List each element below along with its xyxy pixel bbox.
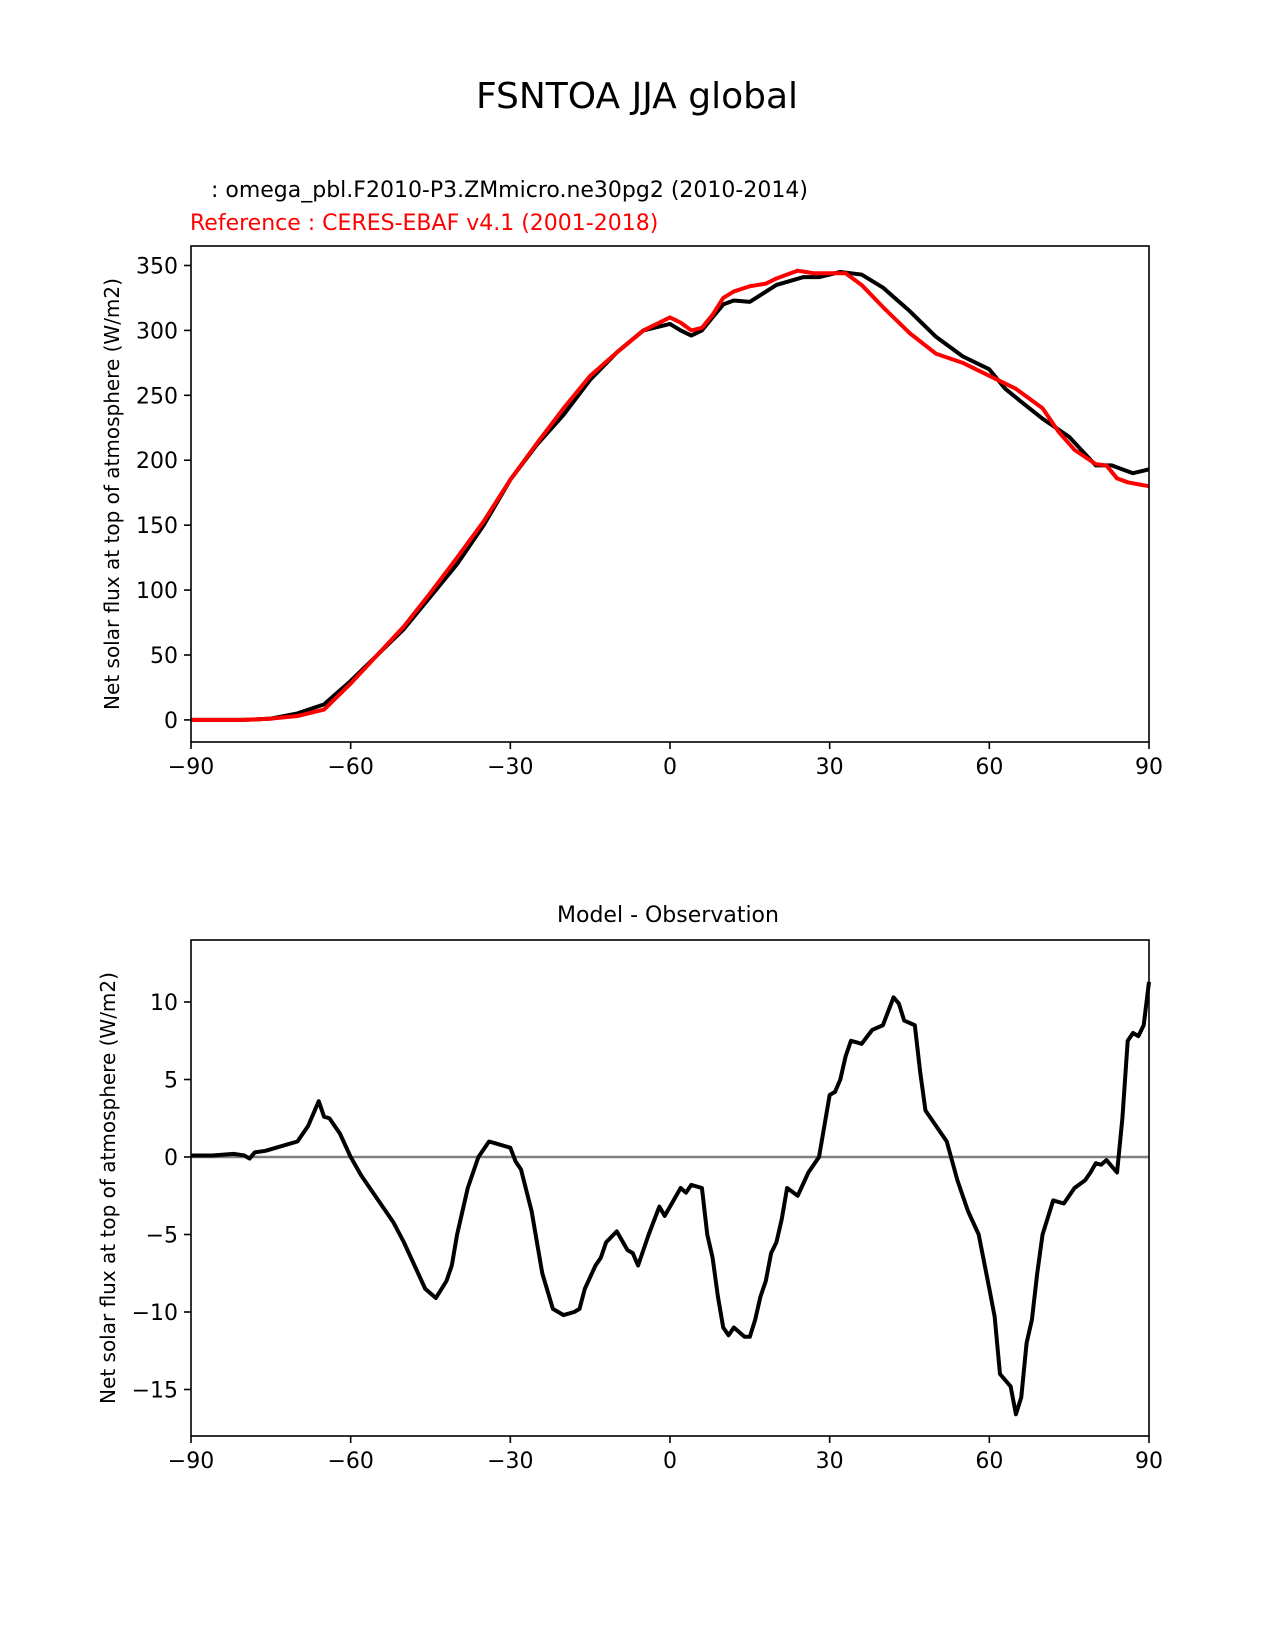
bottom-chart-y-tick-label: 5 xyxy=(164,1069,178,1094)
bottom-chart-x-tick-label: 60 xyxy=(975,1449,1003,1474)
bottom-chart-y-tick-label: −5 xyxy=(146,1224,178,1249)
top-chart-x-tick-label: −90 xyxy=(168,755,214,780)
reference-caption: Reference : CERES-EBAF v4.1 (2001-2018) xyxy=(190,211,658,236)
top-chart-y-axis-label: Net solar flux at top of atmosphere (W/m… xyxy=(100,278,124,710)
top-chart-x-tick-label: 30 xyxy=(816,755,844,780)
bottom-chart-x-tick-label: 90 xyxy=(1135,1449,1163,1474)
top-chart-y-tick-label: 50 xyxy=(150,644,178,669)
bottom-chart-y-tick-label: 10 xyxy=(150,991,178,1016)
top-chart-y-tick-label: 250 xyxy=(136,384,178,409)
top-chart-y-tick-label: 200 xyxy=(136,449,178,474)
top-chart-x-tick-label: 0 xyxy=(663,755,677,780)
bottom-chart-x-tick-label: −90 xyxy=(168,1449,214,1474)
bottom-chart: −90 −60 −30 0 30 60 90 −15 −10 −5 0 5 10 Net solar fl… xyxy=(96,939,1163,1474)
top-chart-y-tick-label: 0 xyxy=(164,709,178,734)
bottom-chart-y-tick-label: −15 xyxy=(132,1379,178,1404)
test-case-caption: : omega_pbl.F2010-P3.ZMmicro.ne30pg2 (20… xyxy=(190,178,808,203)
top-chart-x-tick-label: −60 xyxy=(327,755,373,780)
top-chart-series-reference-line xyxy=(191,268,1150,722)
top-chart-x-tick-label: 90 xyxy=(1135,755,1163,780)
figure-title: FSNTOA JJA global xyxy=(476,76,798,117)
bottom-chart-y-tick-label: 0 xyxy=(164,1146,178,1171)
top-chart-y-tick-label: 300 xyxy=(136,319,178,344)
bottom-chart-y-tick-label: −10 xyxy=(132,1301,178,1326)
top-chart-x-tick-label: −30 xyxy=(487,755,533,780)
top-chart-y-tick-label: 150 xyxy=(136,514,178,539)
top-chart: −90 −60 −30 0 30 60 90 0 50 100 150 200 250 300 350 Net… xyxy=(100,245,1163,780)
bottom-chart-x-tick-label: −30 xyxy=(487,1449,533,1474)
bottom-chart-x-tick-label: −60 xyxy=(327,1449,373,1474)
bottom-chart-series-test-line xyxy=(191,981,1151,1417)
top-chart-y-tick-label: 100 xyxy=(136,579,178,604)
bottom-chart-x-tick-label: 0 xyxy=(663,1449,677,1474)
bottom-chart-title: Model - Observation xyxy=(557,903,779,928)
top-chart-y-tick-label: 350 xyxy=(136,254,178,279)
bottom-chart-y-axis-label: Net solar flux at top of atmosphere (W/m… xyxy=(96,972,120,1404)
top-chart-x-tick-label: 60 xyxy=(975,755,1003,780)
bottom-chart-x-tick-label: 30 xyxy=(816,1449,844,1474)
